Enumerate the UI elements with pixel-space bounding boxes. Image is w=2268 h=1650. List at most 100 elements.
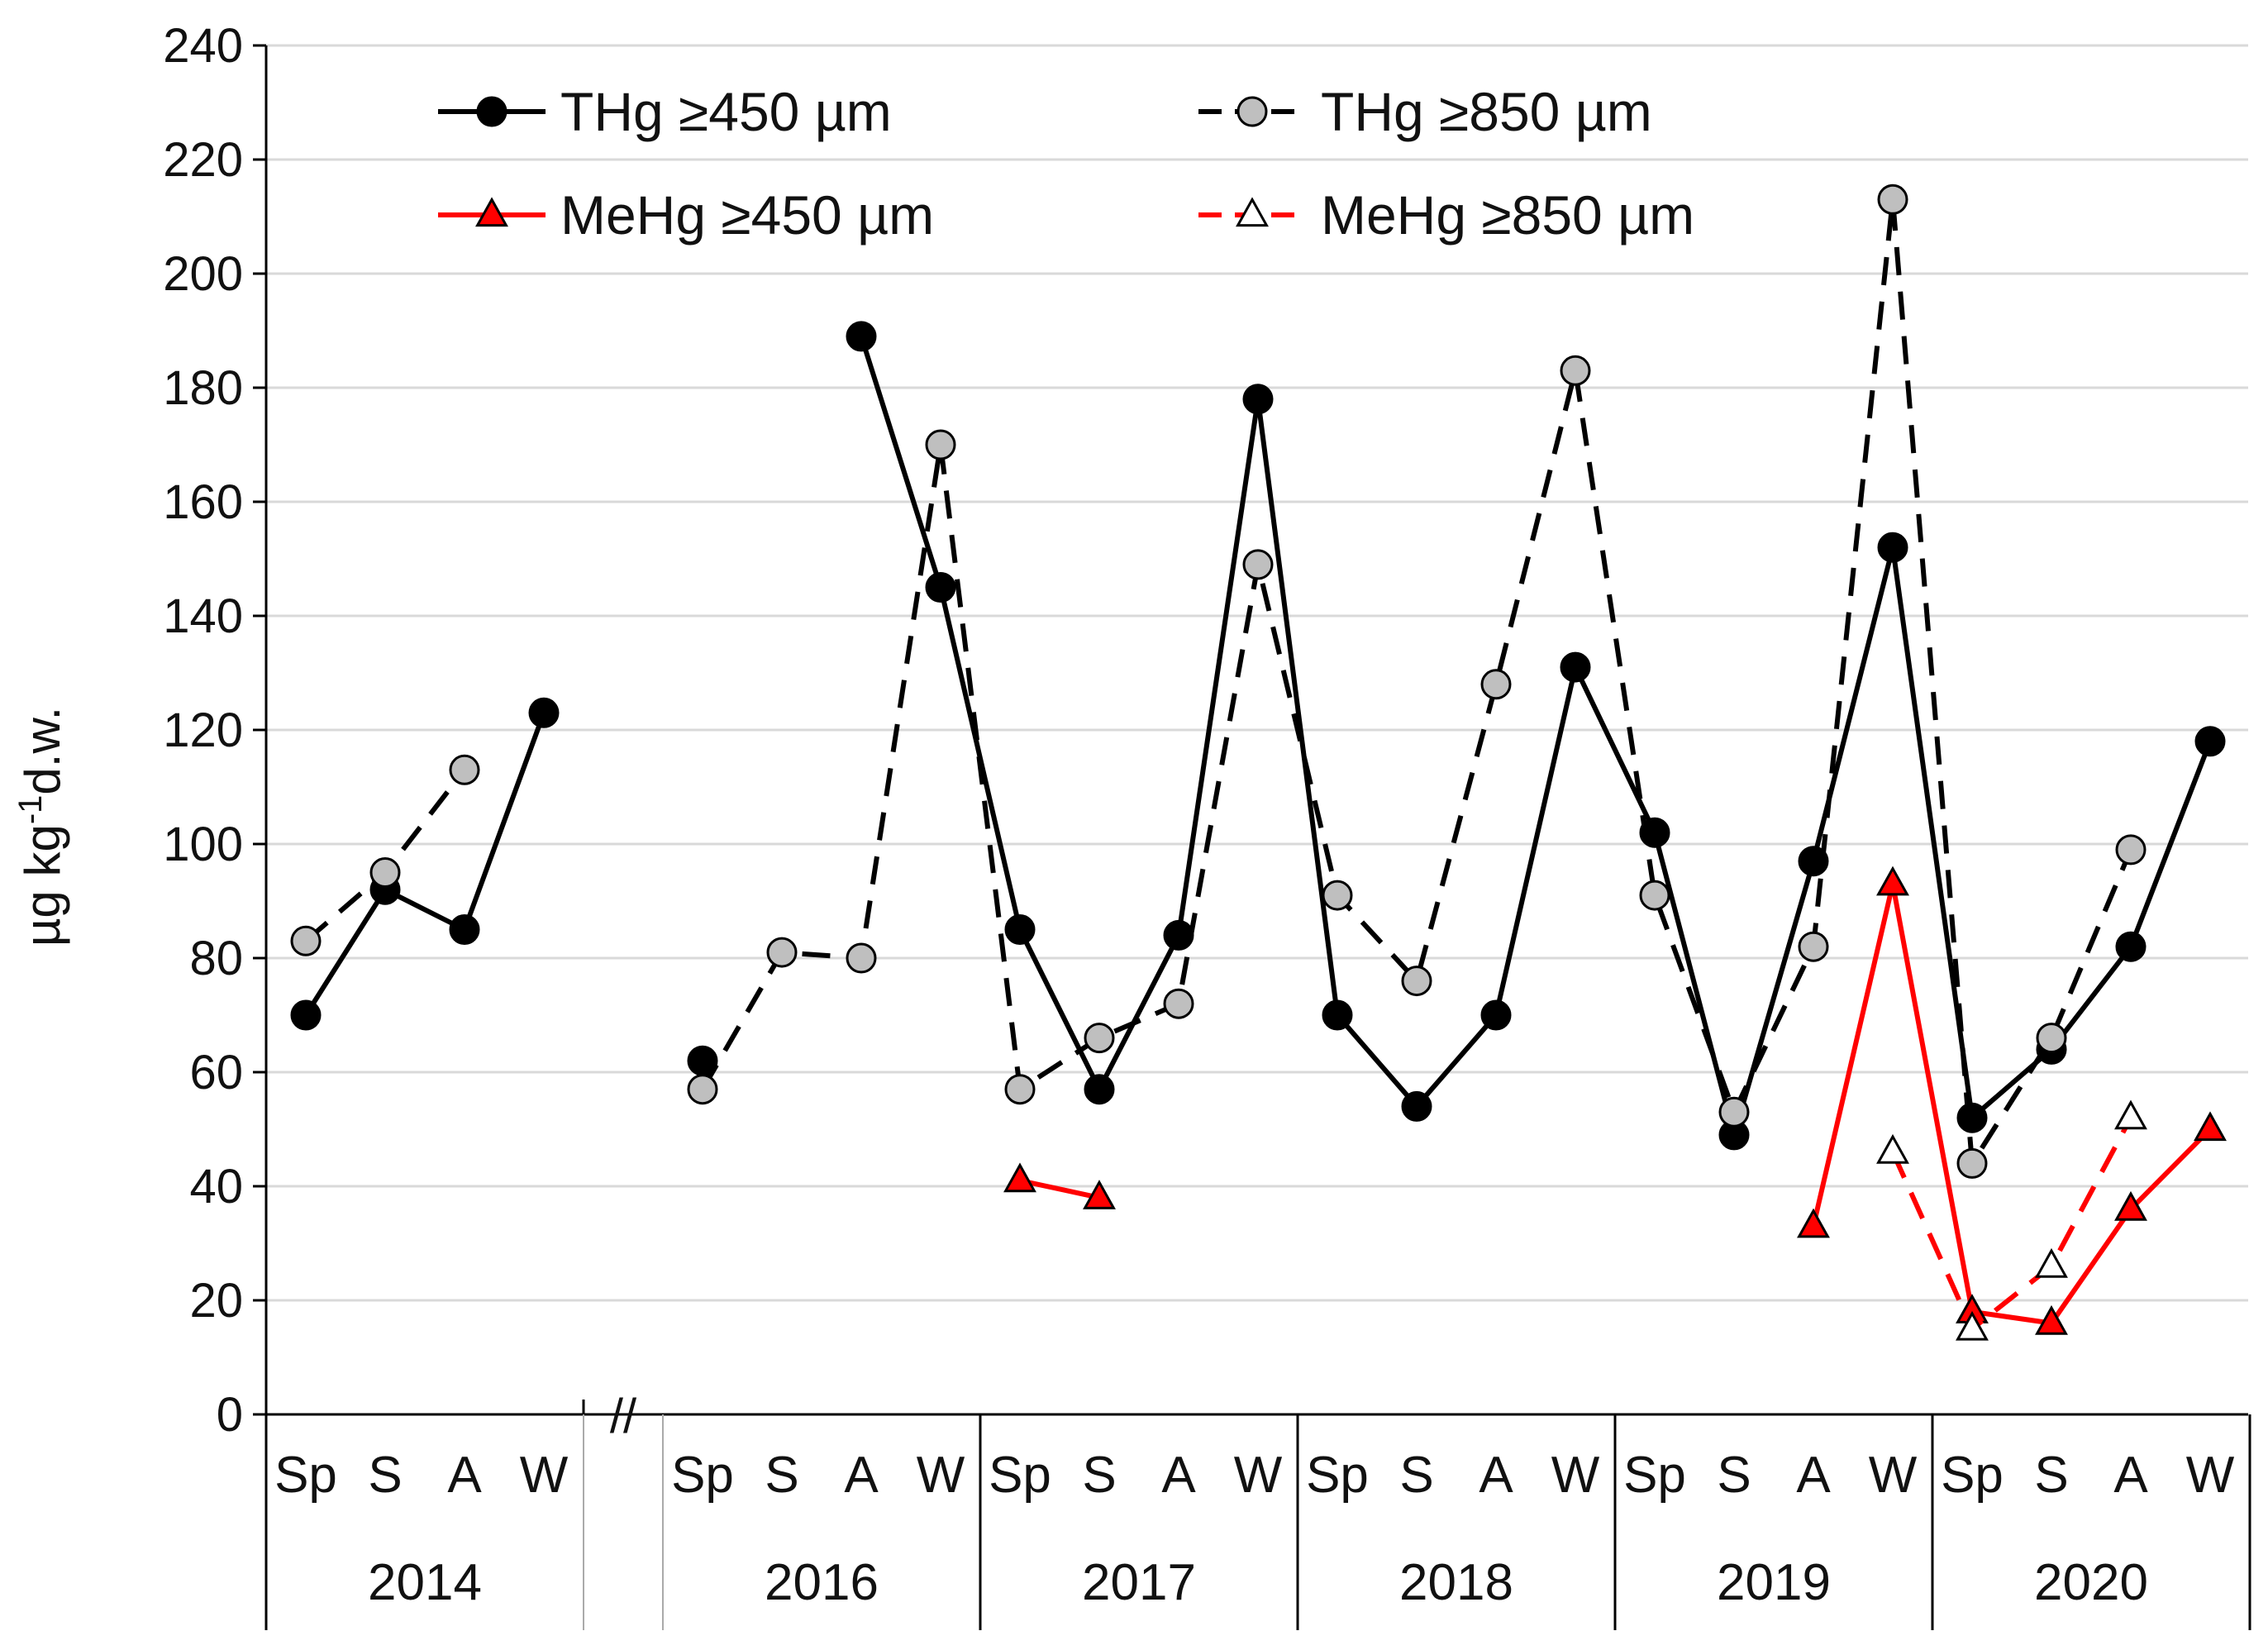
year-label-2017: 2017 (1082, 1554, 1196, 1611)
y-tick-label-200: 200 (163, 247, 243, 301)
legend-marker (1236, 197, 1269, 227)
season-label: S (765, 1447, 798, 1504)
y-tick-label-120: 120 (163, 703, 243, 757)
data-point (1560, 651, 1591, 683)
data-point (290, 925, 322, 956)
y-tick-label-240: 240 (163, 19, 243, 73)
series-layer (290, 184, 2227, 1341)
season-label: Sp (989, 1447, 1051, 1504)
season-label: Sp (274, 1447, 337, 1504)
data-point (1242, 384, 1274, 415)
data-point (1322, 880, 1353, 911)
data-point (1163, 919, 1194, 951)
season-label: Sp (1306, 1447, 1369, 1504)
y-tick-label-0: 0 (217, 1388, 243, 1442)
series-line (1811, 881, 2213, 1326)
data-point (846, 321, 877, 352)
data-point (1401, 1090, 1432, 1122)
season-label: W (917, 1447, 965, 1504)
data-point (2114, 1190, 2147, 1221)
data-point (1798, 931, 1829, 962)
year-label-2014: 2014 (368, 1554, 482, 1611)
season-label: S (1399, 1447, 1433, 1504)
data-point (1084, 1023, 1115, 1054)
data-point (1003, 1162, 1036, 1193)
data-point (1956, 1147, 1988, 1179)
year-label-2020: 2020 (2034, 1554, 2148, 1611)
data-point (369, 857, 401, 888)
data-point (2036, 1023, 2067, 1054)
series-1 (290, 184, 2146, 1179)
y-tick-label-80: 80 (189, 932, 243, 985)
y-tick-label-40: 40 (189, 1160, 243, 1214)
series-line (1890, 1116, 2133, 1332)
data-point (1797, 1208, 1830, 1238)
data-point (1639, 880, 1670, 911)
season-label: A (1161, 1447, 1196, 1504)
season-label: W (1234, 1447, 1283, 1504)
data-point (2035, 1247, 2068, 1278)
season-label: A (1479, 1447, 1513, 1504)
data-point (846, 942, 877, 974)
series-line (303, 712, 546, 1017)
legend-marker (475, 197, 508, 227)
data-point (1242, 549, 1274, 580)
data-point (1560, 355, 1591, 386)
data-point (1798, 846, 1829, 877)
data-point (1718, 1096, 1750, 1128)
data-point (1480, 999, 1512, 1031)
legend-item-3: MeHg ≥850 µm (1198, 184, 1694, 246)
legend-label: THg ≥850 µm (1321, 81, 1652, 142)
series-line (859, 335, 2213, 1137)
data-point (1956, 1102, 1988, 1133)
data-point (1877, 184, 1908, 215)
data-point (1004, 914, 1036, 945)
data-point (2194, 1111, 2227, 1142)
series-line (1019, 1178, 1100, 1200)
data-point (1004, 1074, 1036, 1105)
data-point (1956, 1310, 1989, 1341)
y-tick-label-60: 60 (189, 1046, 243, 1099)
data-point (766, 937, 798, 968)
legend-item-1: THg ≥850 µm (1198, 81, 1652, 142)
data-point (1877, 532, 1908, 563)
y-tick-label-100: 100 (163, 818, 243, 871)
data-point (2114, 1099, 2147, 1130)
season-label: S (1717, 1447, 1751, 1504)
season-label: S (2034, 1447, 2068, 1504)
data-point (1876, 866, 1909, 896)
y-tick-label-140: 140 (163, 589, 243, 643)
y-tick-label-220: 220 (163, 133, 243, 187)
y-tick-label-20: 20 (189, 1274, 243, 1328)
data-point (290, 999, 322, 1031)
data-point (2194, 726, 2226, 757)
data-point (1163, 988, 1194, 1019)
season-label: A (2113, 1447, 2148, 1504)
data-point (925, 429, 956, 460)
series-2 (1003, 866, 2227, 1335)
data-point (1480, 669, 1512, 700)
data-point (2035, 1304, 2068, 1335)
data-point (449, 754, 480, 785)
season-label: Sp (1623, 1447, 1686, 1504)
season-label: Sp (1941, 1447, 2004, 1504)
data-point (528, 697, 560, 728)
legend: THg ≥450 µm THg ≥850 µm MeHg ≥450 µm MeHg ≥… (438, 81, 1694, 246)
data-point (1876, 1133, 1909, 1164)
data-point (1084, 1074, 1115, 1105)
legend-label: MeHg ≥850 µm (1321, 184, 1694, 246)
data-point (687, 1074, 718, 1105)
season-label: A (1796, 1447, 1831, 1504)
series-3 (1876, 1099, 2147, 1341)
data-point (1083, 1180, 1116, 1209)
legend-marker (1236, 96, 1268, 127)
legend-label: THg ≥450 µm (560, 81, 892, 142)
year-label-2018: 2018 (1399, 1554, 1513, 1611)
data-point (925, 572, 956, 603)
data-point (449, 914, 480, 945)
series-0 (290, 321, 2226, 1151)
legend-item-2: MeHg ≥450 µm (438, 184, 934, 246)
season-label: W (520, 1447, 569, 1504)
season-label: S (368, 1447, 402, 1504)
